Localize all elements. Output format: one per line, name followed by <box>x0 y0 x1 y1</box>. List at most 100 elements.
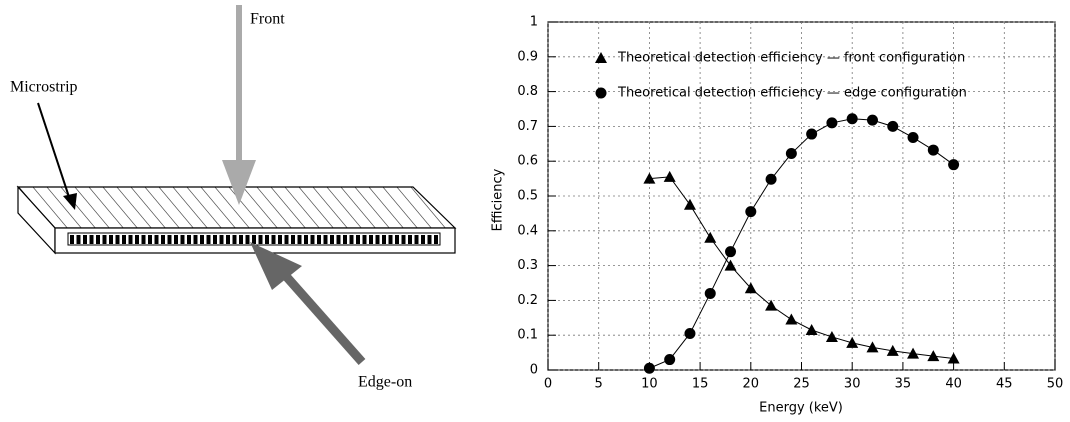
pad <box>245 235 250 244</box>
pad <box>414 235 419 244</box>
circle-marker <box>866 114 878 126</box>
pad <box>252 235 256 244</box>
pad <box>310 235 315 244</box>
microstrip-label: Microstrip <box>10 79 78 96</box>
pad <box>96 235 100 244</box>
legend-label: Theoretical detection efficiency — front… <box>617 51 965 66</box>
circle-marker <box>907 132 919 144</box>
pad <box>291 235 295 244</box>
triangle-marker <box>886 344 899 356</box>
y-tick-label: 0.6 <box>517 154 538 169</box>
pad <box>226 235 230 244</box>
circle-marker <box>806 128 818 140</box>
pad <box>278 235 282 244</box>
circle-marker <box>927 144 939 156</box>
pad <box>167 235 172 244</box>
y-tick-label: 0.8 <box>517 84 538 99</box>
x-axis-label: Energy (keV) <box>759 401 843 416</box>
legend-label: Theoretical detection efficiency — edge … <box>617 86 967 101</box>
pad <box>362 235 367 244</box>
legend-marker <box>595 87 607 99</box>
pad <box>213 235 217 244</box>
pad <box>115 235 120 244</box>
pad <box>408 235 412 244</box>
triangle-marker <box>907 347 920 359</box>
strip-pads <box>67 232 441 246</box>
pad <box>271 235 276 244</box>
triangle-marker <box>704 231 717 243</box>
triangle-marker <box>866 341 879 353</box>
edge-arrow-shaft <box>281 272 366 365</box>
pad <box>122 235 126 244</box>
pad <box>375 235 380 244</box>
x-tick-label: 30 <box>844 377 861 392</box>
x-tick-label: 0 <box>544 377 552 392</box>
microstrip-diagram: Front Microstrip Edge-on <box>10 5 457 391</box>
circle-marker <box>643 362 655 374</box>
pad <box>434 235 438 244</box>
pad <box>304 235 308 244</box>
pad <box>297 235 302 244</box>
pad <box>427 235 432 244</box>
pad <box>76 235 81 244</box>
triangle-marker <box>683 198 696 210</box>
series-line <box>649 176 954 360</box>
series-line <box>649 118 954 369</box>
triangle-marker <box>947 352 960 364</box>
pad <box>356 235 360 244</box>
circle-marker <box>948 159 960 171</box>
triangle-marker <box>825 330 838 342</box>
pad <box>141 235 146 244</box>
pad <box>193 235 198 244</box>
y-tick-label: 1 <box>530 15 538 30</box>
triangle-marker <box>927 350 940 362</box>
y-tick-label: 0 <box>530 363 538 378</box>
x-tick-label: 5 <box>595 377 603 392</box>
pad <box>70 235 74 244</box>
circle-marker <box>745 206 757 218</box>
y-tick-label: 0.9 <box>517 49 538 64</box>
pad <box>200 235 204 244</box>
circle-marker <box>765 173 777 185</box>
triangle-marker <box>744 282 757 294</box>
pad <box>421 235 425 244</box>
pad <box>336 235 341 244</box>
pad <box>128 235 133 244</box>
y-tick-label: 0.7 <box>517 119 538 134</box>
pad <box>161 235 165 244</box>
pad <box>187 235 191 244</box>
pad <box>284 235 289 244</box>
circle-marker <box>664 354 676 366</box>
pad <box>317 235 321 244</box>
triangle-marker <box>765 299 778 311</box>
x-tick-label: 50 <box>1047 377 1064 392</box>
pad <box>206 235 211 244</box>
pad <box>369 235 373 244</box>
circle-marker <box>704 287 716 299</box>
triangle-marker <box>785 313 798 325</box>
y-tick-label: 0.1 <box>517 328 538 343</box>
pad <box>395 235 399 244</box>
legend-marker <box>595 52 607 63</box>
circle-marker <box>725 246 737 258</box>
x-tick-label: 40 <box>945 377 962 392</box>
x-tick-label: 35 <box>895 377 912 392</box>
pad <box>219 235 224 244</box>
y-tick-label: 0.4 <box>517 223 538 238</box>
pointer-line <box>37 102 71 201</box>
triangle-marker <box>643 172 656 184</box>
pad <box>343 235 347 244</box>
x-tick-label: 45 <box>996 377 1013 392</box>
edge-arrow-head <box>250 242 302 290</box>
pointer-head <box>63 193 77 210</box>
pad <box>135 235 139 244</box>
pad <box>239 235 243 244</box>
y-axis-label: Efficiency <box>491 168 506 231</box>
pad <box>349 235 354 244</box>
x-tick-label: 15 <box>692 377 709 392</box>
circle-marker <box>826 117 838 129</box>
pad <box>83 235 87 244</box>
front-arrow-shaft <box>236 5 242 165</box>
